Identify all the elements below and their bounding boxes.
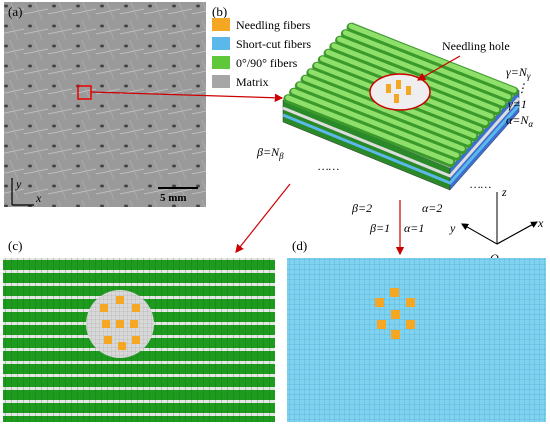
axis <box>461 223 498 245</box>
panel-label: (b) <box>212 4 227 19</box>
fiber <box>337 36 506 106</box>
annotation-text: β=N <box>256 145 280 159</box>
micrograph <box>4 2 206 207</box>
annotation: …… <box>318 159 339 173</box>
annotation: β=1 <box>369 221 390 235</box>
annotation: …… <box>470 177 491 191</box>
legend-label: Short-cut fibers <box>236 37 311 51</box>
axis-label: x <box>35 191 42 205</box>
annotation: α=Nα <box>506 113 533 129</box>
fiber <box>342 30 511 100</box>
legend-label: Needling fibers <box>236 18 311 32</box>
fiber <box>296 82 465 152</box>
panel-label: (c) <box>8 238 22 253</box>
annotation: z <box>501 185 507 199</box>
fiber <box>348 23 517 93</box>
annotation: α=2 <box>422 201 442 215</box>
axis <box>496 221 538 245</box>
fiber <box>285 95 454 165</box>
needling-elements <box>375 288 415 339</box>
annotation-text: α=N <box>506 113 529 127</box>
needling-elements <box>100 296 140 350</box>
panel-label: (a) <box>8 4 22 19</box>
legend-label: Matrix <box>236 75 269 89</box>
connector <box>416 55 461 81</box>
axis-label: y <box>15 177 22 191</box>
legend-label: 0°/90° fibers <box>236 56 298 70</box>
annotation-subscript: γ <box>527 71 531 81</box>
legend-swatch <box>212 75 230 88</box>
annotation: Needling hole <box>442 39 510 53</box>
annotation: γ=1 <box>508 97 527 111</box>
annotation: α=1 <box>404 221 424 235</box>
annotation-subscript: α <box>528 119 533 129</box>
axes <box>462 192 538 245</box>
axes <box>11 178 34 206</box>
legend-swatch <box>212 37 230 50</box>
connector <box>235 183 291 253</box>
scale-label: 5 mm <box>160 192 187 204</box>
plate-layer <box>282 104 521 185</box>
plate-layer <box>282 97 521 178</box>
legend-swatch <box>212 56 230 69</box>
annotation: γ=Nγ <box>506 65 531 81</box>
mesh <box>287 258 546 422</box>
connector <box>90 91 284 102</box>
annotation-subscript: β <box>278 151 284 161</box>
annotation: β=2 <box>351 201 372 215</box>
needling-hole <box>369 73 431 111</box>
annotation: y <box>449 221 456 235</box>
annotation: ⋮ <box>516 81 528 95</box>
fiber <box>302 75 471 145</box>
annotation-text: γ=N <box>506 65 528 79</box>
annotation: x <box>537 216 544 230</box>
annotation: β=Nβ <box>256 145 284 161</box>
legend-swatch <box>212 18 230 31</box>
panel-label: (d) <box>292 238 307 253</box>
fiber <box>291 88 460 158</box>
legend: Needling fibers Short-cut fibers 0°/90° fi… <box>212 18 311 89</box>
annotations: γ=Nγ⋮γ=1α=Nαβ=Nβ…………β=2β=1α=2α=1zxyO <box>256 65 544 265</box>
